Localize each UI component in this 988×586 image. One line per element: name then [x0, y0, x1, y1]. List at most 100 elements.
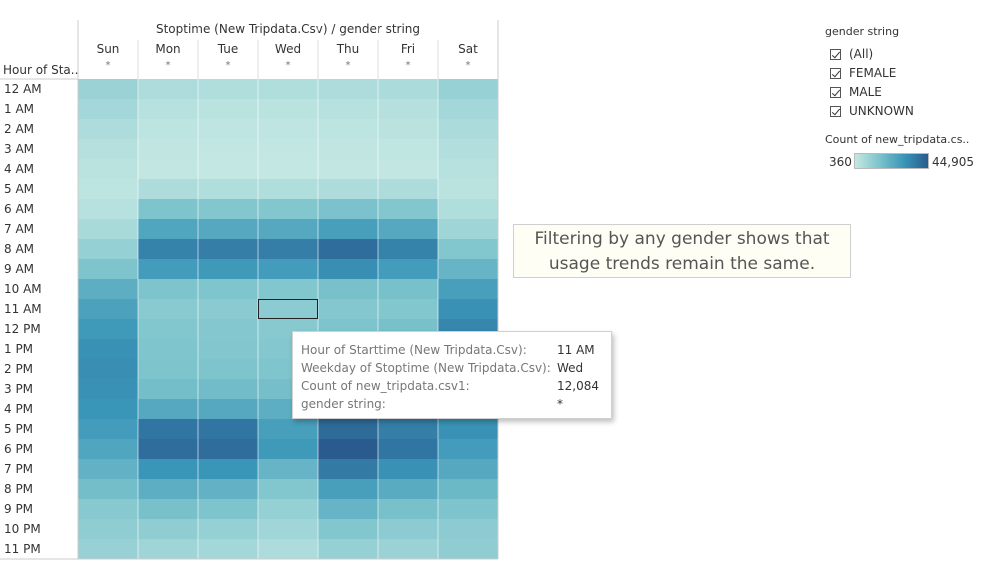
column-label-mon[interactable]: Mon — [155, 42, 181, 56]
heatmap-cell[interactable] — [198, 299, 258, 319]
heatmap-cell[interactable] — [198, 399, 258, 419]
column-label-thu[interactable]: Thu — [336, 42, 360, 56]
heatmap-cell[interactable] — [138, 139, 198, 159]
heatmap-cell[interactable] — [378, 519, 438, 539]
heatmap-cell[interactable] — [258, 139, 318, 159]
hour-label[interactable]: 2 AM — [4, 122, 35, 136]
heatmap-cell[interactable] — [258, 499, 318, 519]
heatmap-cell[interactable] — [378, 159, 438, 179]
heatmap-cell[interactable] — [78, 119, 138, 139]
heatmap-cell[interactable] — [198, 519, 258, 539]
heatmap-cell[interactable] — [378, 479, 438, 499]
hour-label[interactable]: 1 PM — [4, 342, 34, 356]
column-label-tue[interactable]: Tue — [217, 42, 239, 56]
heatmap-cell[interactable] — [318, 299, 378, 319]
heatmap-cell[interactable] — [378, 199, 438, 219]
heatmap-cell[interactable] — [138, 499, 198, 519]
hour-label[interactable]: 5 PM — [4, 422, 34, 436]
heatmap-cell[interactable] — [138, 179, 198, 199]
heatmap-cell[interactable] — [198, 339, 258, 359]
hour-label[interactable]: 12 AM — [4, 82, 42, 96]
heatmap-cell[interactable] — [138, 439, 198, 459]
hour-label[interactable]: 7 PM — [4, 462, 34, 476]
heatmap-cell[interactable] — [138, 519, 198, 539]
heatmap-cell[interactable] — [438, 159, 498, 179]
heatmap-cell[interactable] — [378, 419, 438, 439]
heatmap-cell[interactable] — [78, 199, 138, 219]
heatmap-cell[interactable] — [78, 259, 138, 279]
heatmap-cell[interactable] — [258, 159, 318, 179]
hour-label[interactable]: 10 AM — [4, 282, 42, 296]
heatmap-cell[interactable] — [198, 199, 258, 219]
filter-item-unknown[interactable]: UNKNOWN — [830, 103, 914, 119]
heatmap-cell[interactable] — [198, 219, 258, 239]
heatmap-cell[interactable] — [258, 199, 318, 219]
heatmap-cell[interactable] — [438, 459, 498, 479]
heatmap-cell[interactable] — [258, 539, 318, 559]
heatmap-cell[interactable] — [378, 219, 438, 239]
heatmap-cell[interactable] — [318, 479, 378, 499]
heatmap-cell[interactable] — [438, 519, 498, 539]
heatmap-cell[interactable] — [318, 499, 378, 519]
heatmap-cell[interactable] — [258, 259, 318, 279]
heatmap-cell[interactable] — [78, 159, 138, 179]
heatmap-cell[interactable] — [78, 399, 138, 419]
heatmap-cell[interactable] — [198, 419, 258, 439]
heatmap-cell[interactable] — [378, 299, 438, 319]
heatmap-cell[interactable] — [438, 119, 498, 139]
heatmap-cell[interactable] — [318, 519, 378, 539]
heatmap-cell[interactable] — [138, 119, 198, 139]
hour-label[interactable]: 6 AM — [4, 202, 35, 216]
heatmap-cell[interactable] — [258, 439, 318, 459]
checkbox-female[interactable] — [830, 67, 841, 79]
heatmap-cell[interactable] — [378, 459, 438, 479]
heatmap-cell[interactable] — [258, 519, 318, 539]
hour-label[interactable]: 5 AM — [4, 182, 35, 196]
heatmap-cell[interactable] — [438, 139, 498, 159]
heatmap-cell[interactable] — [258, 299, 318, 319]
heatmap-cell[interactable] — [138, 219, 198, 239]
heatmap-cell[interactable] — [78, 279, 138, 299]
hour-label[interactable]: 8 PM — [4, 482, 34, 496]
heatmap-cell[interactable] — [198, 539, 258, 559]
hour-label[interactable]: 10 PM — [4, 522, 41, 536]
heatmap-cell[interactable] — [378, 179, 438, 199]
heatmap-cell[interactable] — [78, 419, 138, 439]
heatmap-cell[interactable] — [378, 139, 438, 159]
heatmap-cell[interactable] — [438, 419, 498, 439]
hour-label[interactable]: 8 AM — [4, 242, 35, 256]
heatmap-cell[interactable] — [318, 159, 378, 179]
heatmap-cell[interactable] — [438, 219, 498, 239]
heatmap-cell[interactable] — [438, 279, 498, 299]
heatmap-cell[interactable] — [258, 179, 318, 199]
heatmap-cell[interactable] — [318, 179, 378, 199]
heatmap-cell[interactable] — [138, 199, 198, 219]
heatmap-cell[interactable] — [438, 439, 498, 459]
hour-label[interactable]: 9 PM — [4, 502, 34, 516]
heatmap-cell[interactable] — [258, 459, 318, 479]
heatmap-cell[interactable] — [138, 239, 198, 259]
heatmap-cell[interactable] — [438, 259, 498, 279]
hour-label[interactable]: 3 PM — [4, 382, 34, 396]
hour-label[interactable]: 6 PM — [4, 442, 34, 456]
checkbox-unknown[interactable] — [830, 105, 841, 117]
heatmap-cell[interactable] — [78, 539, 138, 559]
hour-label[interactable]: 4 AM — [4, 162, 35, 176]
heatmap-cell[interactable] — [318, 259, 378, 279]
heatmap-cell[interactable] — [378, 439, 438, 459]
heatmap-cell[interactable] — [138, 319, 198, 339]
heatmap-cell[interactable] — [258, 479, 318, 499]
heatmap-cell[interactable] — [78, 379, 138, 399]
heatmap-cell[interactable] — [318, 279, 378, 299]
heatmap-cell[interactable] — [78, 499, 138, 519]
filter-item-all[interactable]: (All) — [830, 46, 873, 62]
heatmap-cell[interactable] — [438, 539, 498, 559]
heatmap-cell[interactable] — [78, 479, 138, 499]
heatmap-cell[interactable] — [318, 219, 378, 239]
heatmap-cell[interactable] — [138, 299, 198, 319]
heatmap-cell[interactable] — [138, 399, 198, 419]
heatmap-cell[interactable] — [78, 139, 138, 159]
heatmap-cell[interactable] — [138, 459, 198, 479]
heatmap-cell[interactable] — [198, 239, 258, 259]
heatmap-cell[interactable] — [78, 459, 138, 479]
